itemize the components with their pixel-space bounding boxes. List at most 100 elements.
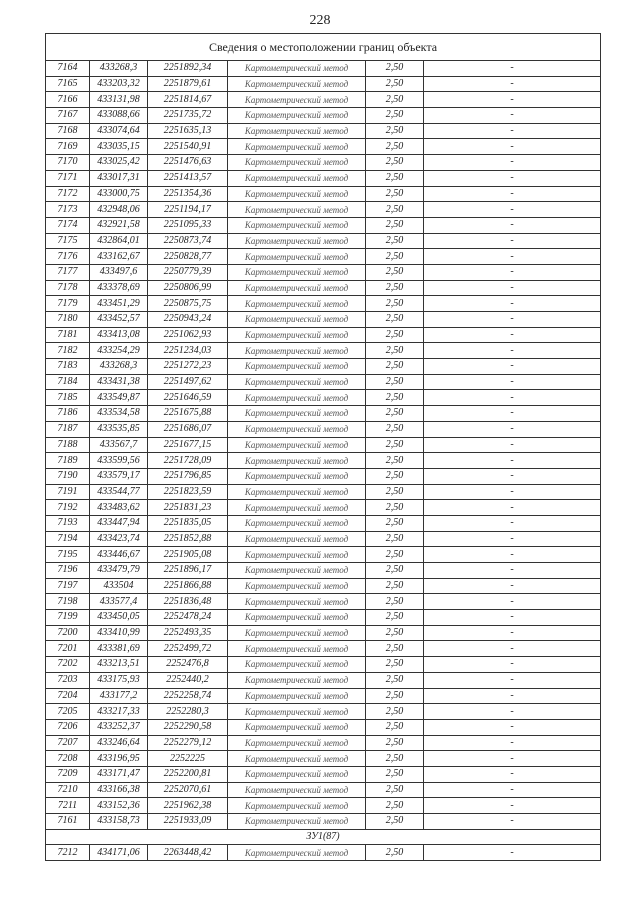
accuracy: 2,50 bbox=[365, 781, 424, 799]
y-coordinate: 2252440,2 bbox=[147, 671, 228, 689]
x-coordinate: 433381,69 bbox=[89, 640, 148, 658]
method: Картометрический метод bbox=[227, 436, 366, 454]
point-number: 7196 bbox=[45, 562, 90, 579]
accuracy: 2,50 bbox=[365, 342, 424, 360]
method: Картометрический метод bbox=[227, 530, 366, 548]
accuracy: 2,50 bbox=[365, 640, 424, 658]
accuracy: 2,50 bbox=[365, 844, 424, 862]
description: - bbox=[423, 389, 601, 407]
description: - bbox=[423, 530, 601, 548]
y-coordinate: 2251892,34 bbox=[147, 60, 228, 77]
x-coordinate: 433544,77 bbox=[89, 483, 148, 501]
x-coordinate: 433035,15 bbox=[89, 138, 148, 156]
description: - bbox=[423, 169, 601, 187]
accuracy: 2,50 bbox=[365, 75, 424, 93]
y-coordinate: 2251866,88 bbox=[147, 577, 228, 595]
point-number: 7186 bbox=[45, 405, 90, 422]
description: - bbox=[423, 546, 601, 563]
section-label: ЗУ1(87) bbox=[45, 828, 601, 846]
method: Картометрический метод bbox=[227, 311, 366, 328]
accuracy: 2,50 bbox=[365, 263, 424, 281]
x-coordinate: 433246,64 bbox=[89, 734, 148, 752]
y-coordinate: 2252499,72 bbox=[147, 640, 228, 658]
table-row: 7204 433177,2 2252258,74 Картометрический м… bbox=[45, 687, 601, 705]
description: - bbox=[423, 420, 601, 438]
table-row: 7171 433017,31 2251413,57 Картометрический … bbox=[45, 169, 601, 187]
method: Картометрический метод bbox=[227, 358, 366, 375]
point-number: 7193 bbox=[45, 514, 90, 532]
description: - bbox=[423, 405, 601, 422]
y-coordinate: 2251354,36 bbox=[147, 185, 228, 203]
description: - bbox=[423, 467, 601, 485]
table-row: 7164 433268,3 2251892,34 Картометрический м… bbox=[45, 60, 601, 77]
table-row: 7208 433196,95 2252225 Картометрический мет… bbox=[45, 750, 601, 767]
description: - bbox=[423, 216, 601, 234]
method: Картометрический метод bbox=[227, 718, 366, 736]
accuracy: 2,50 bbox=[365, 138, 424, 156]
y-coordinate: 2251728,09 bbox=[147, 452, 228, 469]
method: Картометрический метод bbox=[227, 263, 366, 281]
description: - bbox=[423, 624, 601, 642]
y-coordinate: 2251879,61 bbox=[147, 75, 228, 93]
accuracy: 2,50 bbox=[365, 467, 424, 485]
table-row: 7209 433171,47 2252200,81 Картометрический … bbox=[45, 765, 601, 783]
page-number: 228 bbox=[309, 13, 331, 28]
point-number: 7197 bbox=[45, 577, 90, 595]
y-coordinate: 2251194,17 bbox=[147, 201, 228, 218]
y-coordinate: 2251095,33 bbox=[147, 216, 228, 234]
accuracy: 2,50 bbox=[365, 201, 424, 218]
point-number: 7211 bbox=[45, 797, 90, 814]
x-coordinate: 433017,31 bbox=[89, 169, 148, 187]
point-number: 7170 bbox=[45, 154, 90, 171]
table-row: 7200 433410,99 2252493,35 Картометрический … bbox=[45, 624, 601, 642]
table-row: 7201 433381,69 2252499,72 Картометрический … bbox=[45, 640, 601, 658]
point-number: 7207 bbox=[45, 734, 90, 752]
description: - bbox=[423, 593, 601, 611]
table-row: 7179 433451,29 2250875,75 Картометрический … bbox=[45, 295, 601, 312]
table-row: 7197 433504 2251866,88 Картометрический мет… bbox=[45, 577, 601, 595]
description: - bbox=[423, 844, 601, 862]
method: Картометрический метод bbox=[227, 593, 366, 611]
x-coordinate: 433535,85 bbox=[89, 420, 148, 438]
description: - bbox=[423, 499, 601, 516]
accuracy: 2,50 bbox=[365, 420, 424, 438]
description: - bbox=[423, 122, 601, 140]
table-row: 7174 432921,58 2251095,33 Картометрический … bbox=[45, 216, 601, 234]
x-coordinate: 433213,51 bbox=[89, 656, 148, 673]
method: Картометрический метод bbox=[227, 687, 366, 705]
method: Картометрический метод bbox=[227, 420, 366, 438]
boundary-coordinates-table: Сведения о местоположении границ объекта… bbox=[45, 33, 601, 862]
point-number: 7192 bbox=[45, 499, 90, 516]
table-row: 7193 433447,94 2251835,05 Картометрический … bbox=[45, 514, 601, 532]
point-number: 7208 bbox=[45, 750, 90, 767]
y-coordinate: 2251476,63 bbox=[147, 154, 228, 171]
description: - bbox=[423, 436, 601, 454]
description: - bbox=[423, 765, 601, 783]
accuracy: 2,50 bbox=[365, 452, 424, 469]
description: - bbox=[423, 279, 601, 297]
description: - bbox=[423, 781, 601, 799]
description: - bbox=[423, 295, 601, 312]
y-coordinate: 2251272,23 bbox=[147, 358, 228, 375]
x-coordinate: 432921,58 bbox=[89, 216, 148, 234]
point-number: 7185 bbox=[45, 389, 90, 407]
y-coordinate: 2251675,88 bbox=[147, 405, 228, 422]
x-coordinate: 433599,56 bbox=[89, 452, 148, 469]
y-coordinate: 2251905,08 bbox=[147, 546, 228, 563]
y-coordinate: 2251835,05 bbox=[147, 514, 228, 532]
method: Картометрический метод bbox=[227, 609, 366, 626]
x-coordinate: 432948,06 bbox=[89, 201, 148, 218]
method: Картометрический метод bbox=[227, 514, 366, 532]
description: - bbox=[423, 311, 601, 328]
method: Картометрический метод bbox=[227, 60, 366, 77]
x-coordinate: 433177,2 bbox=[89, 687, 148, 705]
point-number: 7179 bbox=[45, 295, 90, 312]
accuracy: 2,50 bbox=[365, 405, 424, 422]
table-row: 7167 433088,66 2251735,72 Картометрический … bbox=[45, 107, 601, 124]
table-row: 7199 433450,05 2252478,24 Картометрический … bbox=[45, 609, 601, 626]
table-row: 7188 433567,7 2251677,15 Картометрический м… bbox=[45, 436, 601, 454]
y-coordinate: 2252279,12 bbox=[147, 734, 228, 752]
point-number: 7206 bbox=[45, 718, 90, 736]
method: Картометрический метод bbox=[227, 844, 366, 862]
accuracy: 2,50 bbox=[365, 813, 424, 830]
